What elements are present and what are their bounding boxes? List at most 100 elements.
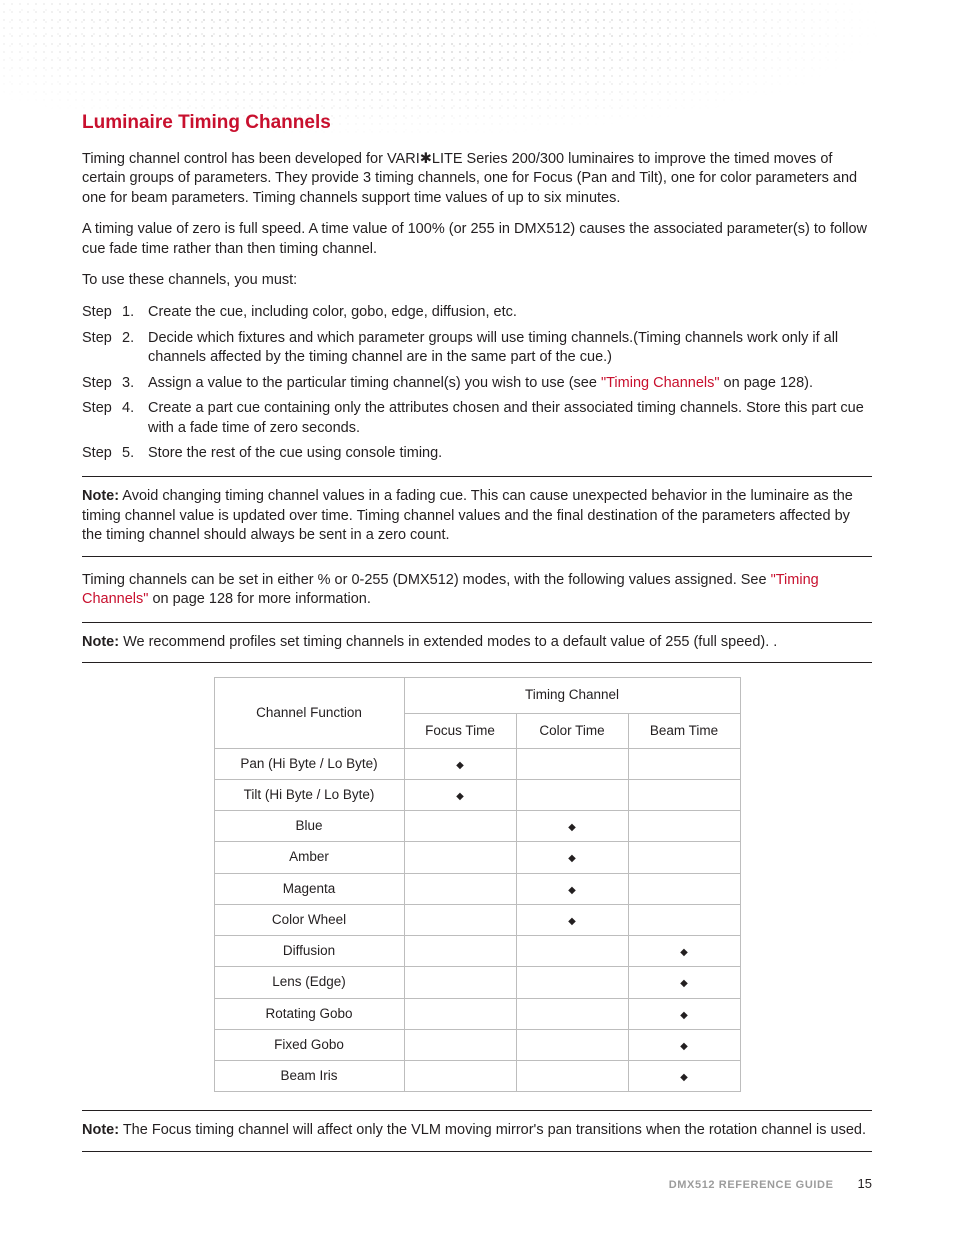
mid-text-pre: Timing channels can be set in either % o… (82, 572, 771, 588)
table-subheader: Color Time (516, 713, 628, 748)
table-cell-mark (516, 779, 628, 810)
table-cell-mark (516, 1029, 628, 1060)
step-label: Step (82, 399, 122, 438)
diamond-icon: ◆ (680, 1010, 688, 1021)
table-row: Rotating Gobo ◆ (214, 998, 740, 1029)
table-row: Beam Iris ◆ (214, 1060, 740, 1091)
mid-text-post: on page 128 for more information. (148, 591, 370, 607)
step-row: Step2.Decide which fixtures and which pa… (82, 329, 872, 368)
step-label: Step (82, 303, 122, 323)
table-cell-mark (628, 779, 740, 810)
step-row: Step4.Create a part cue containing only … (82, 399, 872, 438)
step-text: Assign a value to the particular timing … (148, 374, 872, 394)
intro-paragraph-2: A timing value of zero is full speed. A … (82, 220, 872, 259)
table-cell-function: Fixed Gobo (214, 1029, 404, 1060)
footer-guide-title: DMX512 REFERENCE GUIDE (669, 1179, 834, 1191)
table-row: Blue◆ (214, 811, 740, 842)
table-cell-mark (628, 842, 740, 873)
table-row: Lens (Edge)◆ (214, 967, 740, 998)
table-header-channel-function: Channel Function (214, 678, 404, 748)
timing-channels-link[interactable]: "Timing Channels" (601, 375, 720, 391)
step-label: Step (82, 374, 122, 394)
table-row: Diffusion ◆ (214, 936, 740, 967)
step-text-post: on page 128). (720, 375, 814, 391)
table-cell-function: Rotating Gobo (214, 998, 404, 1029)
table-cell-mark (516, 967, 628, 998)
table-row: Fixed Gobo ◆ (214, 1029, 740, 1060)
steps-list: Step1.Create the cue, including color, g… (82, 303, 872, 464)
table-cell-mark (404, 842, 516, 873)
table-header-timing-channel-group: Timing Channel (404, 678, 740, 713)
step-text: Create a part cue containing only the at… (148, 399, 872, 438)
note-text: Avoid changing timing channel values in … (82, 488, 853, 543)
table-cell-mark (516, 1060, 628, 1091)
table-cell-mark (628, 811, 740, 842)
table-cell-function: Amber (214, 842, 404, 873)
table-cell-mark (404, 873, 516, 904)
note-text: We recommend profiles set timing channel… (119, 634, 777, 650)
table-cell-mark: ◆ (628, 998, 740, 1029)
table-row: Tilt (Hi Byte / Lo Byte)◆ (214, 779, 740, 810)
table-row: Amber ◆ (214, 842, 740, 873)
mid-paragraph: Timing channels can be set in either % o… (82, 571, 872, 610)
step-row: Step1.Create the cue, including color, g… (82, 303, 872, 323)
table-cell-function: Magenta (214, 873, 404, 904)
note-label: Note: (82, 634, 119, 650)
diamond-icon: ◆ (568, 853, 576, 864)
table-cell-function: Color Wheel (214, 904, 404, 935)
note-block-2: Note: We recommend profiles set timing c… (82, 622, 872, 664)
table-row: Color Wheel ◆ (214, 904, 740, 935)
step-number: 5. (122, 444, 148, 464)
table-cell-mark: ◆ (516, 811, 628, 842)
table-cell-mark: ◆ (404, 748, 516, 779)
page-content: Luminaire Timing Channels Timing channel… (0, 0, 954, 1152)
table-cell-function: Diffusion (214, 936, 404, 967)
page-footer: DMX512 REFERENCE GUIDE 15 (669, 1176, 872, 1191)
table-row: Pan (Hi Byte / Lo Byte)◆ (214, 748, 740, 779)
step-number: 4. (122, 399, 148, 438)
table-cell-function: Pan (Hi Byte / Lo Byte) (214, 748, 404, 779)
table-cell-mark (628, 904, 740, 935)
step-number: 3. (122, 374, 148, 394)
note-label: Note: (82, 1122, 119, 1138)
note-block-3: Note: The Focus timing channel will affe… (82, 1110, 872, 1152)
note-label: Note: (82, 488, 119, 504)
footer-page-number: 15 (858, 1176, 872, 1191)
step-row: Step5.Store the rest of the cue using co… (82, 444, 872, 464)
table-cell-mark (516, 936, 628, 967)
table-cell-mark: ◆ (628, 1029, 740, 1060)
table-cell-mark (516, 748, 628, 779)
table-cell-mark (628, 873, 740, 904)
table-cell-mark (404, 998, 516, 1029)
note-block-1: Note: Avoid changing timing channel valu… (82, 476, 872, 557)
table-cell-mark: ◆ (516, 842, 628, 873)
step-label: Step (82, 329, 122, 368)
table-cell-mark: ◆ (404, 779, 516, 810)
table-cell-mark (404, 904, 516, 935)
step-text: Decide which fixtures and which paramete… (148, 329, 872, 368)
diamond-icon: ◆ (680, 1072, 688, 1083)
table-cell-mark (404, 1029, 516, 1060)
table-cell-function: Tilt (Hi Byte / Lo Byte) (214, 779, 404, 810)
table-cell-mark (404, 811, 516, 842)
table-cell-mark: ◆ (628, 936, 740, 967)
intro-paragraph-1: Timing channel control has been develope… (82, 150, 872, 209)
table-row: Magenta ◆ (214, 873, 740, 904)
table-cell-mark (516, 998, 628, 1029)
diamond-icon: ◆ (680, 978, 688, 989)
step-text: Create the cue, including color, gobo, e… (148, 303, 872, 323)
diamond-icon: ◆ (568, 916, 576, 927)
diamond-icon: ◆ (568, 822, 576, 833)
table-cell-mark (404, 936, 516, 967)
table-cell-mark: ◆ (516, 873, 628, 904)
diamond-icon: ◆ (568, 885, 576, 896)
timing-channel-table: Channel Function Timing Channel Focus Ti… (214, 677, 741, 1092)
intro-paragraph-3: To use these channels, you must: (82, 271, 872, 291)
step-number: 2. (122, 329, 148, 368)
table-cell-mark (628, 748, 740, 779)
table-cell-mark: ◆ (628, 1060, 740, 1091)
step-text-pre: Assign a value to the particular timing … (148, 375, 601, 391)
diamond-icon: ◆ (680, 947, 688, 958)
table-subheader: Beam Time (628, 713, 740, 748)
table-cell-function: Beam Iris (214, 1060, 404, 1091)
